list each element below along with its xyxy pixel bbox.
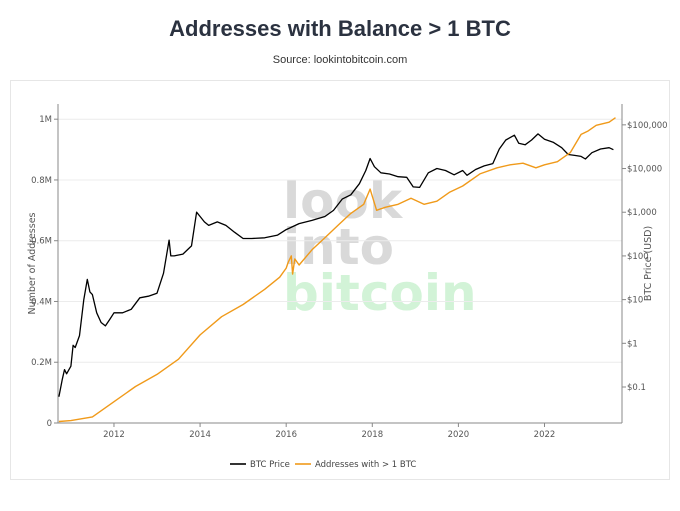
y-right-tick-label: $0.1: [627, 383, 646, 393]
series-line-btc-price: [58, 133, 614, 397]
axes: 0 0.2M 0.4M 0.6M 0.8M 1M $0.1 $1 $10 $100 $1,000 $1…: [27, 104, 668, 440]
gridlines: [58, 118, 622, 363]
watermark-line-3: bitcoin: [283, 264, 477, 322]
legend-item-addresses[interactable]: Addresses with > 1 BTC: [295, 460, 416, 470]
y-right-tick-label: $10,000: [627, 165, 662, 175]
y-left-tick-label: 0.8M: [31, 176, 52, 186]
chart-source: Source: lookintobitcoin.com: [272, 54, 408, 66]
legend-label: Addresses with > 1 BTC: [315, 460, 416, 470]
legend-label: BTC Price: [250, 460, 290, 470]
series-lines: [58, 117, 616, 423]
y-right-tick-label: $1: [627, 339, 638, 349]
x-tick-label: 2016: [275, 430, 297, 440]
watermark-line-2: into: [283, 218, 394, 276]
y-right-tick-label: $10: [627, 296, 643, 306]
y-left-tick-label: 0.4M: [31, 297, 52, 307]
y-left-tick-label: 0: [47, 419, 52, 429]
watermark: look into bitcoin: [283, 172, 477, 322]
y-right-axis-title: BTC Price (USD): [643, 226, 654, 301]
y-left-tick-label: 0.6M: [31, 237, 52, 247]
legend[interactable]: BTC Price Addresses with > 1 BTC: [230, 460, 416, 470]
x-tick-label: 2020: [448, 430, 470, 440]
y-left-tick-label: 1M: [39, 115, 52, 125]
y-left-axis-title: Number of Addresses: [27, 212, 38, 314]
y-right-tick-label: $1,000: [627, 208, 657, 218]
chart-frame: [10, 80, 670, 480]
x-tick-label: 2018: [361, 430, 383, 440]
y-left-tick-label: 0.2M: [31, 358, 52, 368]
x-tick-label: 2012: [103, 430, 125, 440]
legend-item-btc-price[interactable]: BTC Price: [230, 460, 290, 470]
series-line-addresses: [58, 117, 616, 423]
y-right-tick-label: $100: [627, 252, 649, 262]
y-right-tick-label: $100,000: [627, 121, 668, 131]
x-tick-label: 2022: [534, 430, 556, 440]
x-tick-label: 2014: [189, 430, 211, 440]
page-title: Addresses with Balance > 1 BTC: [169, 16, 511, 41]
